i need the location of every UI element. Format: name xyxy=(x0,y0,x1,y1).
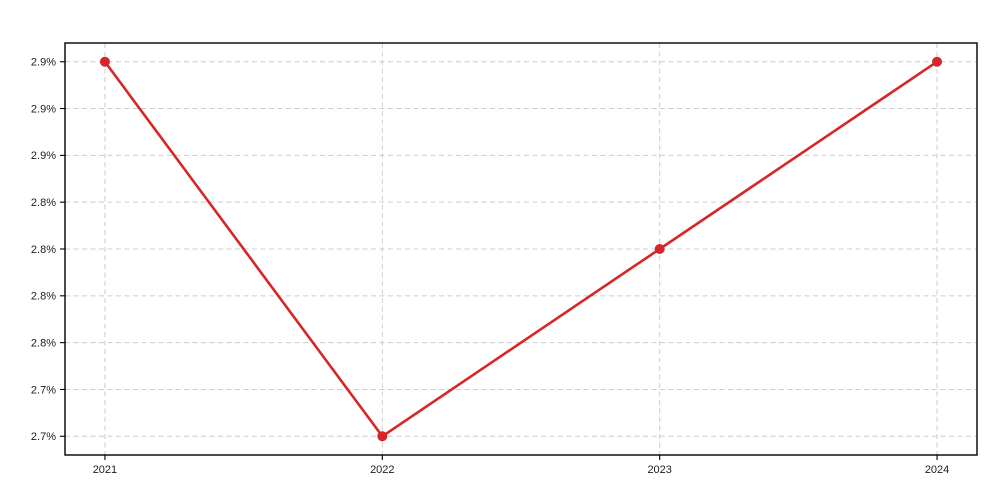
y-tick-label: 2.8% xyxy=(31,291,56,303)
data-point xyxy=(654,244,665,254)
trend-line xyxy=(103,60,939,438)
y-tick-label: 2.9% xyxy=(31,150,56,162)
y-tick-label: 2.9% xyxy=(31,103,56,115)
data-point xyxy=(377,431,388,442)
y-tick-label: 2.8% xyxy=(31,244,56,256)
x-tick-label: 2021 xyxy=(93,464,117,476)
y-tick-label: 2.9% xyxy=(31,57,56,69)
y-tick-label: 2.8% xyxy=(31,197,56,209)
y-tick-label: 2.7% xyxy=(31,384,56,396)
plot-border xyxy=(64,42,978,456)
y-tick-label: 2.7% xyxy=(31,431,56,443)
data-point xyxy=(932,56,943,67)
y-tick-label: 2.8% xyxy=(31,337,56,349)
x-tick-label: 2024 xyxy=(925,464,949,476)
x-tick-label: 2023 xyxy=(647,464,671,476)
data-point xyxy=(99,56,110,67)
x-tick-label: 2022 xyxy=(370,464,394,476)
